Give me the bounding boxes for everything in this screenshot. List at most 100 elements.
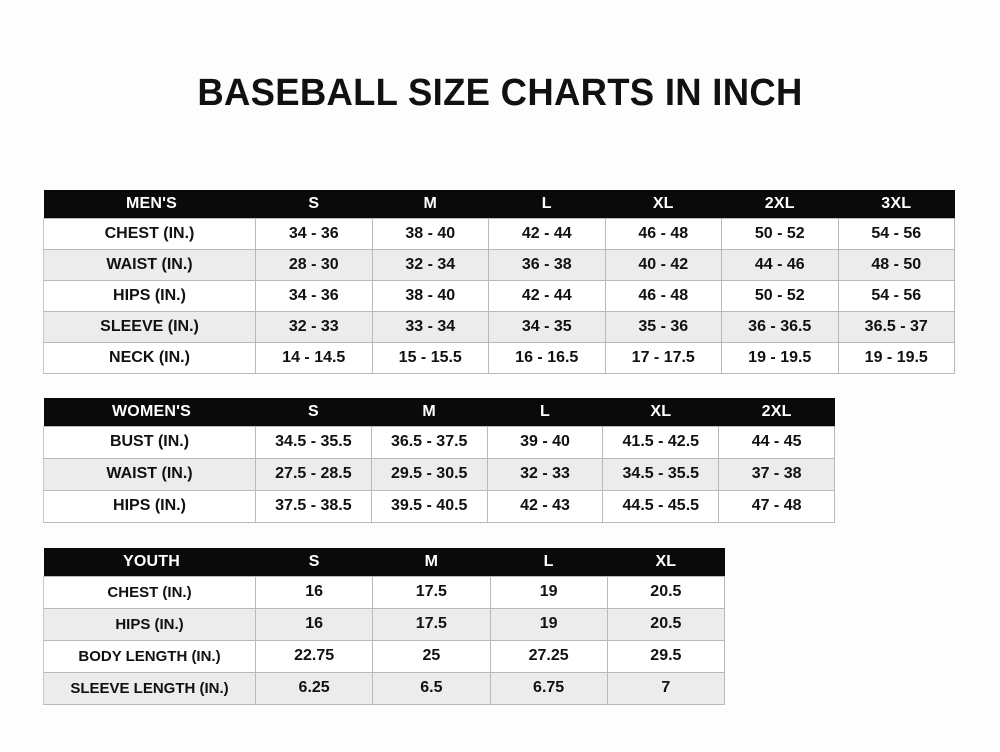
youth-measure-value: 29.5: [607, 639, 726, 673]
mens-measure-value: 42 - 44: [488, 279, 606, 312]
mens-size-header-m: M: [372, 190, 489, 218]
mens-measure-value: 35 - 36: [605, 310, 722, 343]
mens-header-row: MEN'S S M L XL 2XL 3XL: [43, 190, 955, 218]
youth-measure-value: 6.25: [255, 671, 374, 706]
youth-measure-value: 25: [372, 639, 491, 673]
mens-size-header-3xl: 3XL: [838, 190, 955, 218]
womens-size-header-xl: XL: [602, 398, 719, 426]
mens-measure-value: 36 - 38: [488, 248, 606, 281]
womens-measure-value: 44 - 45: [718, 425, 835, 459]
womens-measure-value: 27.5 - 28.5: [255, 457, 372, 491]
mens-measure-value: 40 - 42: [605, 248, 722, 281]
mens-size-header-2xl: 2XL: [721, 190, 838, 218]
mens-size-header-xl: XL: [605, 190, 722, 218]
youth-measure-label: BODY LENGTH (IN.): [43, 639, 256, 673]
mens-measure-value: 46 - 48: [605, 279, 722, 312]
page-title: BASEBALL SIZE CHARTS IN INCH: [197, 72, 803, 114]
womens-measure-label: BUST (IN.): [43, 425, 256, 459]
mens-size-header-l: L: [488, 190, 605, 218]
youth-measure-value: 16: [255, 575, 374, 609]
table-row: HIPS (IN.) 34 - 36 38 - 40 42 - 44 46 - 48 50…: [43, 279, 955, 312]
youth-measure-value: 6.5: [372, 671, 491, 706]
table-row: WAIST (IN.) 28 - 30 32 - 34 36 - 38 40 - 42 4…: [43, 248, 955, 281]
youth-measure-value: 20.5: [607, 575, 726, 609]
womens-size-chart: WOMEN'S S M L XL 2XL BUST (IN.) 34.5 - 35.5 36.5…: [43, 398, 835, 524]
youth-measure-value: 19: [490, 575, 608, 609]
womens-size-table: WOMEN'S S M L XL 2XL BUST (IN.) 34.5 - 35.5 36.5…: [43, 398, 835, 524]
mens-measure-value: 42 - 44: [488, 217, 606, 250]
mens-measure-value: 34 - 35: [488, 310, 606, 343]
youth-measure-label: CHEST (IN.): [43, 575, 256, 609]
youth-size-chart: YOUTH S M L XL CHEST (IN.) 16 17.5 19 20.5 HIPS (I…: [43, 548, 726, 706]
mens-measure-value: 50 - 52: [721, 279, 839, 312]
table-row: BODY LENGTH (IN.) 22.75 25 27.25 29.5: [43, 639, 726, 673]
mens-measure-label: WAIST (IN.): [43, 248, 256, 281]
womens-size-header-m: M: [371, 398, 488, 426]
womens-measure-value: 39.5 - 40.5: [371, 489, 488, 524]
womens-measure-value: 34.5 - 35.5: [255, 425, 372, 459]
table-row: BUST (IN.) 34.5 - 35.5 36.5 - 37.5 39 - 40 4…: [43, 425, 835, 459]
mens-measure-label: CHEST (IN.): [43, 217, 256, 250]
table-row: WAIST (IN.) 27.5 - 28.5 29.5 - 30.5 32 - 33…: [43, 457, 835, 491]
mens-measure-value: 50 - 52: [721, 217, 839, 250]
mens-measure-value: 33 - 34: [372, 310, 489, 343]
mens-measure-value: 36.5 - 37: [838, 310, 955, 343]
youth-measure-label: HIPS (IN.): [43, 607, 256, 641]
youth-size-header-xl: XL: [607, 548, 725, 576]
mens-size-header-s: S: [255, 190, 372, 218]
youth-measure-value: 22.75: [255, 639, 374, 673]
mens-measure-value: 34 - 36: [255, 217, 373, 250]
womens-measure-value: 47 - 48: [718, 489, 835, 524]
mens-measure-value: 28 - 30: [255, 248, 373, 281]
mens-measure-value: 38 - 40: [372, 217, 489, 250]
youth-measure-value: 7: [607, 671, 726, 706]
mens-measure-value: 17 - 17.5: [605, 341, 722, 374]
youth-header-row: YOUTH S M L XL: [43, 548, 725, 576]
mens-size-chart: MEN'S S M L XL 2XL 3XL CHEST (IN.) 34 - 36 38 - 4…: [43, 190, 955, 374]
mens-measure-value: 19 - 19.5: [721, 341, 839, 374]
womens-size-header-l: L: [487, 398, 603, 426]
womens-measure-value: 39 - 40: [487, 425, 604, 459]
mens-measure-value: 32 - 33: [255, 310, 373, 343]
womens-size-header-2xl: 2XL: [718, 398, 835, 426]
mens-measure-value: 34 - 36: [255, 279, 373, 312]
table-row: CHEST (IN.) 16 17.5 19 20.5: [43, 575, 726, 609]
womens-measure-value: 41.5 - 42.5: [602, 425, 720, 459]
womens-category-label: WOMEN'S: [43, 398, 256, 426]
womens-measure-value: 37.5 - 38.5: [255, 489, 372, 524]
womens-header-row: WOMEN'S S M L XL 2XL: [43, 398, 835, 426]
table-row: CHEST (IN.) 34 - 36 38 - 40 42 - 44 46 - 48 5…: [43, 217, 955, 250]
mens-size-table: MEN'S S M L XL 2XL 3XL CHEST (IN.) 34 - 36 38 - 4…: [43, 190, 955, 374]
table-row: SLEEVE LENGTH (IN.) 6.25 6.5 6.75 7: [43, 671, 726, 706]
mens-measure-value: 48 - 50: [838, 248, 955, 281]
womens-measure-label: HIPS (IN.): [43, 489, 256, 524]
youth-measure-value: 17.5: [372, 575, 491, 609]
table-row: SLEEVE (IN.) 32 - 33 33 - 34 34 - 35 35 - 36…: [43, 310, 955, 343]
mens-measure-value: 54 - 56: [838, 217, 955, 250]
table-row: NECK (IN.) 14 - 14.5 15 - 15.5 16 - 16.5 17 …: [43, 341, 955, 374]
mens-measure-value: 32 - 34: [372, 248, 489, 281]
womens-measure-label: WAIST (IN.): [43, 457, 256, 491]
womens-measure-value: 37 - 38: [718, 457, 835, 491]
womens-measure-value: 44.5 - 45.5: [602, 489, 720, 524]
youth-measure-label: SLEEVE LENGTH (IN.): [43, 671, 256, 706]
youth-measure-value: 19: [490, 607, 608, 641]
mens-category-label: MEN'S: [43, 190, 256, 218]
youth-size-header-l: L: [490, 548, 608, 576]
youth-measure-value: 27.25: [490, 639, 608, 673]
youth-measure-value: 6.75: [490, 671, 608, 706]
womens-measure-value: 34.5 - 35.5: [602, 457, 720, 491]
youth-category-label: YOUTH: [43, 548, 256, 576]
table-row: HIPS (IN.) 37.5 - 38.5 39.5 - 40.5 42 - 43 4…: [43, 489, 835, 524]
womens-size-header-s: S: [255, 398, 372, 426]
youth-size-header-s: S: [255, 548, 373, 576]
mens-measure-label: HIPS (IN.): [43, 279, 256, 312]
mens-measure-value: 36 - 36.5: [721, 310, 839, 343]
mens-measure-value: 38 - 40: [372, 279, 489, 312]
womens-measure-value: 29.5 - 30.5: [371, 457, 488, 491]
mens-measure-value: 44 - 46: [721, 248, 839, 281]
womens-measure-value: 42 - 43: [487, 489, 604, 524]
youth-measure-value: 16: [255, 607, 374, 641]
mens-measure-label: NECK (IN.): [43, 341, 256, 374]
